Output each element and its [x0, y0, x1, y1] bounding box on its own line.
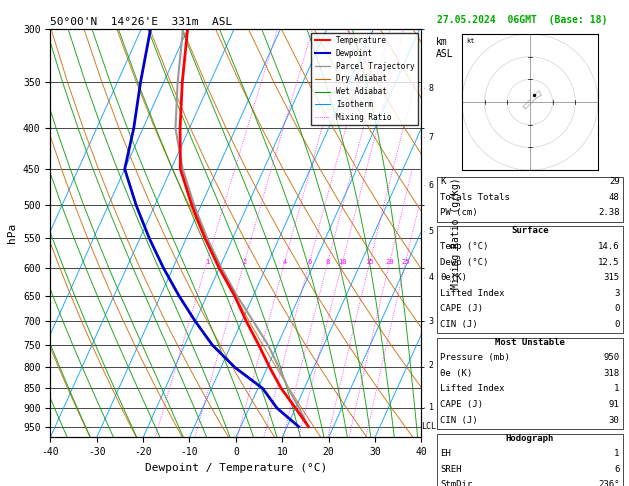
Text: kt: kt: [467, 38, 475, 44]
Text: CIN (J): CIN (J): [440, 320, 478, 329]
Text: 1: 1: [614, 449, 620, 458]
Text: θe (K): θe (K): [440, 369, 472, 378]
Text: 10: 10: [338, 260, 347, 265]
Text: Most Unstable: Most Unstable: [495, 338, 565, 347]
Text: Dewp (°C): Dewp (°C): [440, 258, 489, 267]
Text: 6: 6: [614, 465, 620, 474]
Text: 1: 1: [614, 384, 620, 394]
Text: Surface: Surface: [511, 226, 548, 236]
Text: 0: 0: [614, 320, 620, 329]
Text: 30: 30: [609, 416, 620, 425]
Text: LCL: LCL: [421, 422, 437, 431]
Text: 6: 6: [429, 181, 434, 190]
Text: Hodograph: Hodograph: [506, 434, 554, 443]
Text: 12.5: 12.5: [598, 258, 620, 267]
X-axis label: Dewpoint / Temperature (°C): Dewpoint / Temperature (°C): [145, 463, 327, 473]
Text: CIN (J): CIN (J): [440, 416, 478, 425]
Text: CAPE (J): CAPE (J): [440, 304, 483, 313]
Text: 27.05.2024  06GMT  (Base: 18): 27.05.2024 06GMT (Base: 18): [437, 15, 608, 25]
Text: Totals Totals: Totals Totals: [440, 193, 510, 202]
Text: 25: 25: [401, 260, 410, 265]
Text: Mixing Ratio (g/kg): Mixing Ratio (g/kg): [451, 177, 461, 289]
Text: 48: 48: [609, 193, 620, 202]
Text: 91: 91: [609, 400, 620, 409]
Text: Lifted Index: Lifted Index: [440, 384, 505, 394]
Y-axis label: hPa: hPa: [8, 223, 18, 243]
Text: 315: 315: [603, 273, 620, 282]
Text: 950: 950: [603, 353, 620, 363]
Text: 50°00'N  14°26'E  331m  ASL: 50°00'N 14°26'E 331m ASL: [50, 17, 233, 27]
Text: 0: 0: [614, 304, 620, 313]
Text: 5: 5: [429, 227, 434, 236]
Text: 1: 1: [429, 403, 434, 412]
Text: Temp (°C): Temp (°C): [440, 242, 489, 251]
Text: CAPE (J): CAPE (J): [440, 400, 483, 409]
Text: 15: 15: [365, 260, 374, 265]
Text: 4: 4: [282, 260, 287, 265]
Text: SREH: SREH: [440, 465, 462, 474]
Text: Lifted Index: Lifted Index: [440, 289, 505, 298]
Text: 8: 8: [326, 260, 330, 265]
Text: EH: EH: [440, 449, 451, 458]
Text: 236°: 236°: [598, 480, 620, 486]
Text: θe(K): θe(K): [440, 273, 467, 282]
Text: StmDir: StmDir: [440, 480, 472, 486]
Text: 3: 3: [429, 317, 434, 327]
Legend: Temperature, Dewpoint, Parcel Trajectory, Dry Adiabat, Wet Adiabat, Isotherm, Mi: Temperature, Dewpoint, Parcel Trajectory…: [311, 33, 418, 125]
Text: 6: 6: [308, 260, 311, 265]
Text: 4: 4: [429, 273, 434, 282]
Text: 2.38: 2.38: [598, 208, 620, 218]
Text: 2: 2: [242, 260, 247, 265]
Text: 2: 2: [429, 361, 434, 370]
Text: PW (cm): PW (cm): [440, 208, 478, 218]
Text: 7: 7: [429, 133, 434, 142]
Text: K: K: [440, 177, 446, 187]
Text: Pressure (mb): Pressure (mb): [440, 353, 510, 363]
Text: 14.6: 14.6: [598, 242, 620, 251]
Text: 29: 29: [609, 177, 620, 187]
Text: 8: 8: [429, 84, 434, 93]
Text: 20: 20: [386, 260, 394, 265]
Text: km
ASL: km ASL: [437, 37, 454, 59]
Text: 1: 1: [204, 260, 209, 265]
Text: 3: 3: [614, 289, 620, 298]
Text: 318: 318: [603, 369, 620, 378]
